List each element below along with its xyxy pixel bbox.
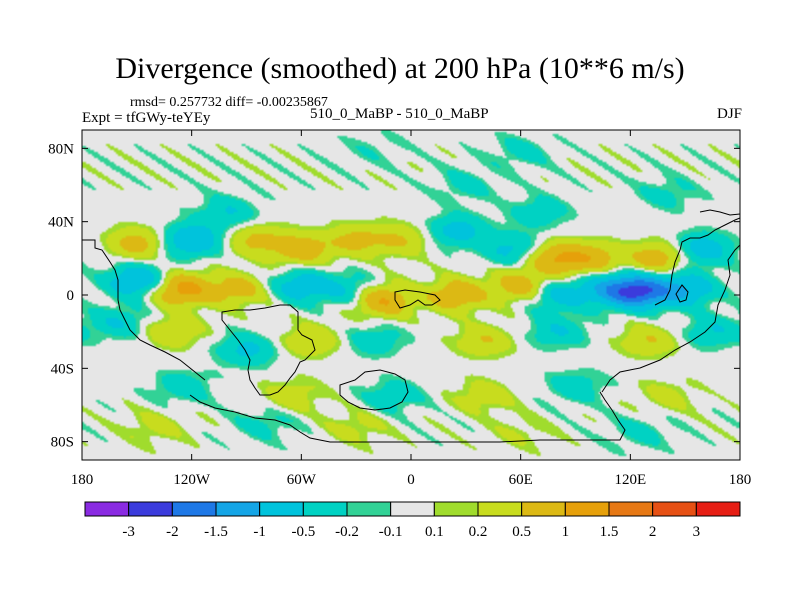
coastline-antarctica — [189, 391, 626, 443]
colorbar-swatch — [652, 501, 697, 517]
coastline-south-america — [221, 304, 316, 396]
coastline-australia — [339, 369, 409, 411]
colorbar-swatch — [346, 501, 392, 517]
colorbar-swatch — [695, 501, 741, 517]
colorbar-swatch — [608, 501, 654, 517]
x-tick-label: 120E — [614, 472, 646, 488]
colorbar-label: -1.5 — [204, 524, 228, 540]
coastlines — [82, 209, 740, 443]
colorbar-swatch — [84, 501, 130, 517]
coastline-asia — [601, 244, 740, 393]
y-tick-label: 80S — [51, 435, 74, 451]
colorbar-label: 0.1 — [425, 524, 444, 540]
x-tick-label: 180 — [71, 472, 94, 488]
coastline-greenland — [699, 209, 740, 216]
x-tick-label: 0 — [407, 472, 415, 488]
colorbar-label: 2 — [649, 524, 657, 540]
x-tick-label: 180 — [729, 472, 752, 488]
y-tick-label: 80N — [48, 141, 74, 157]
colorbar-label: -0.1 — [379, 524, 403, 540]
stats-label: rmsd= 0.257732 diff= -0.00235867 — [130, 95, 328, 110]
colorbar-label: 0.2 — [469, 524, 488, 540]
colorbar-swatch — [171, 501, 217, 517]
y-tick-label: 40N — [48, 215, 74, 231]
experiment-label: Expt = tfGWy-teYEy — [82, 110, 211, 126]
coastline-pacific-islands — [675, 284, 689, 303]
colorbar-label: 3 — [693, 524, 701, 540]
y-tick-label: 0 — [67, 288, 75, 304]
colorbar-label: 1.5 — [600, 524, 619, 540]
colorbar-swatch — [477, 501, 523, 517]
x-axis: 180 120W 60W 0 60E 120E 180 — [71, 130, 752, 488]
colorbar-swatch — [128, 501, 173, 517]
y-tick-label: 40S — [51, 361, 74, 377]
colorbar-label: -1 — [253, 524, 266, 540]
colorbar-swatch — [302, 501, 348, 517]
season-label: DJF — [716, 106, 742, 122]
x-tick-label: 60E — [509, 472, 533, 488]
coastline-north-america — [82, 239, 206, 381]
colorbar-swatch — [564, 501, 610, 517]
coastline-east-asia — [654, 217, 740, 306]
divergence-field — [82, 130, 740, 460]
colorbar-swatch — [215, 501, 261, 517]
colorbar-swatch — [521, 501, 566, 517]
colorbar-label: 1 — [562, 524, 570, 540]
colorbar-swatch — [433, 501, 479, 517]
colorbar-label: -0.5 — [291, 524, 315, 540]
x-tick-label: 120W — [173, 472, 211, 488]
colorbar-swatch — [390, 501, 435, 517]
chart-title: Divergence (smoothed) at 200 hPa (10**6 … — [115, 52, 685, 85]
x-tick-label: 60W — [287, 472, 317, 488]
coastline-africa — [394, 289, 441, 309]
colorbar-label: -3 — [122, 524, 135, 540]
colorbar-label: -2 — [166, 524, 179, 540]
colorbar-label: 0.5 — [512, 524, 531, 540]
runs-label: 510_0_MaBP - 510_0_MaBP — [310, 106, 489, 122]
colorbar-label: -0.2 — [335, 524, 359, 540]
colorbar-swatch — [259, 501, 304, 517]
y-axis: 80N 40N 0 40S 80S — [48, 141, 740, 451]
colorbar: -3 -2 -1.5 -1 -0.5 -0.2 -0.1 0.1 0.2 0.5 1 1.5 2 3 — [84, 501, 741, 540]
